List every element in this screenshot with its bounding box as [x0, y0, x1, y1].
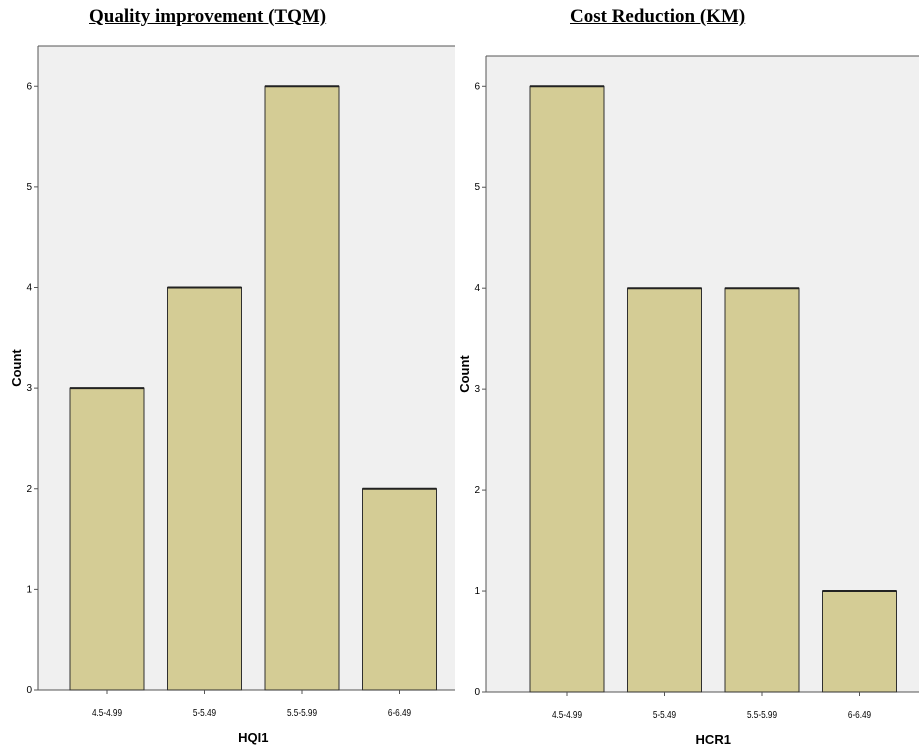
y-tick-label: 6: [26, 81, 32, 92]
bar-4.5-4.99: [529, 85, 605, 693]
x-tick-label: 5-5.49: [653, 709, 676, 720]
y-tick-label: 0: [474, 687, 480, 698]
y-tick-label: 3: [26, 383, 32, 394]
chart-title-quality: Quality improvement (TQM): [89, 6, 327, 27]
y-axis-label: Count: [457, 355, 472, 393]
bar-5-5.49: [167, 287, 242, 691]
y-tick-label: 3: [474, 384, 480, 395]
y-tick-label: 1: [26, 584, 32, 595]
x-tick-label: 5.5-5.99: [287, 707, 317, 718]
chart-0: 0 1 2 3 4 5 6 4.5-4.99 5-5.49 5.5-5.99 6-6.49 HQI1 C…: [9, 45, 455, 745]
y-tick-label: 6: [474, 81, 480, 92]
x-tick-label: 5.5-5.99: [747, 709, 777, 720]
y-axis-label: Count: [9, 349, 24, 387]
chart-1: 0 1 2 3 4 5 6 4.5-4.99 5-5.49 5.5-5.99 6-6.49 HCR1 C…: [457, 55, 919, 747]
x-tick-label: 5-5.49: [193, 707, 216, 718]
x-axis-label: HQI1: [238, 730, 268, 745]
y-tick-label: 2: [26, 484, 32, 495]
x-tick-label: 4.5-4.99: [92, 707, 122, 718]
bar-5.5-5.99: [264, 85, 340, 691]
x-tick-label: 6-6.49: [848, 709, 871, 720]
y-tick-label: 1: [474, 586, 480, 597]
chart-title-cost: Cost Reduction (KM): [570, 6, 746, 27]
y-tick-label: 5: [26, 182, 32, 193]
x-tick-label: 6-6.49: [388, 707, 411, 718]
x-axis-label: HCR1: [696, 732, 731, 747]
y-tick-label: 0: [26, 685, 32, 696]
bar-6-6.49: [362, 488, 437, 691]
bar-5.5-5.99: [724, 287, 800, 693]
x-tick-label: 4.5-4.99: [552, 709, 582, 720]
y-tick-label: 5: [474, 182, 480, 193]
y-tick-label: 4: [474, 283, 480, 294]
bar-5-5.49: [627, 287, 702, 693]
bar-4.5-4.99: [69, 387, 145, 691]
y-tick-label: 4: [26, 283, 32, 294]
bar-6-6.49: [822, 590, 897, 693]
y-tick-label: 2: [474, 485, 480, 496]
